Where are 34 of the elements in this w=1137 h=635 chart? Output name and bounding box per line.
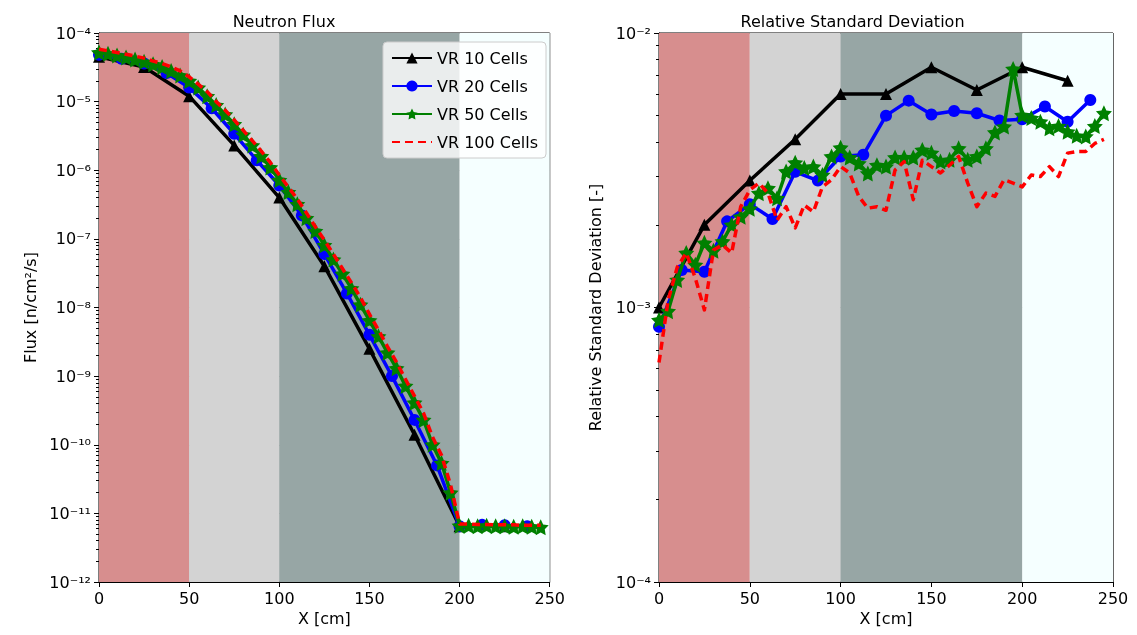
y-axis-title: Relative Standard Deviation [-]	[585, 183, 605, 432]
y-tick-label: 10⁻¹²	[49, 572, 91, 592]
x-tick-label: 200	[1006, 588, 1038, 608]
x-tick-label: 50	[178, 588, 200, 608]
x-tick-label: 250	[534, 588, 565, 608]
y-tick-label: 10⁻¹¹	[49, 503, 91, 523]
x-tick-label: 0	[653, 588, 665, 608]
y-tick-label: 10⁻³	[615, 298, 651, 317]
x-axis-title: X [cm]	[297, 609, 351, 629]
x-tick-label: 0	[93, 588, 105, 608]
x-tick-label: 100	[825, 588, 856, 608]
x-tick-label: 150	[916, 588, 947, 608]
legend-label: VR 10 Cells	[436, 48, 528, 68]
y-tick-label: 10⁻⁴	[55, 23, 91, 43]
y-tick-label: 10⁻⁷	[55, 229, 91, 249]
y-tick-label: 10⁻⁴	[615, 572, 651, 592]
chart-title: Neutron Flux	[232, 11, 336, 31]
x-tick-label: 100	[264, 588, 295, 608]
y-tick-label: 10⁻⁸	[55, 298, 91, 317]
y-tick-label: 10⁻²	[615, 23, 651, 43]
legend-label: VR 100 Cells	[436, 132, 538, 152]
legend-label: VR 20 Cells	[436, 76, 528, 96]
y-axis-title: Flux [n/cm²/s]	[20, 252, 40, 363]
x-tick-label: 250	[1097, 588, 1129, 608]
y-tick-label: 10⁻⁶	[55, 160, 91, 180]
x-tick-label: 150	[354, 588, 385, 608]
x-tick-label: 50	[739, 588, 760, 608]
x-axis-title: X [cm]	[859, 609, 913, 629]
y-tick-label: 10⁻⁵	[55, 92, 91, 112]
y-tick-label: 10⁻¹⁰	[49, 435, 91, 455]
legend-label: VR 50 Cells	[436, 104, 528, 124]
y-tick-label: 10⁻⁹	[55, 366, 91, 386]
chart-title: Relative Standard Deviation	[740, 11, 965, 31]
x-tick-label: 200	[444, 588, 475, 608]
